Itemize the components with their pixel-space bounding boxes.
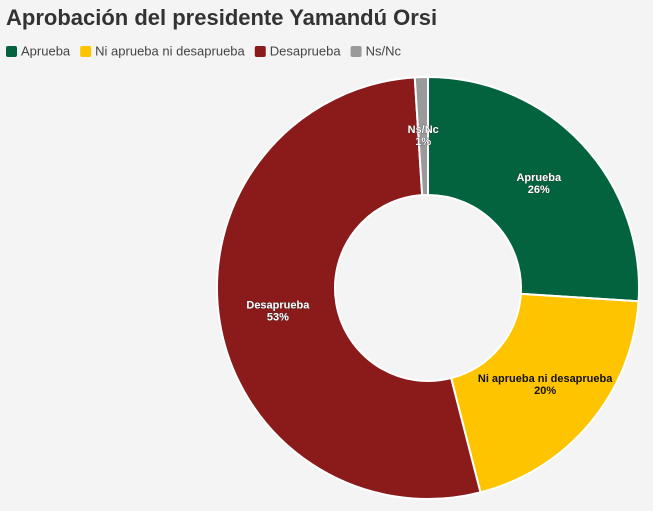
legend-label: Ni aprueba ni desaprueba xyxy=(95,43,245,58)
donut-slice xyxy=(413,75,429,197)
data-label-value: 26% xyxy=(528,184,550,196)
donut-slice xyxy=(427,75,640,303)
legend-swatch xyxy=(80,46,92,57)
legend-label: Ns/Nc xyxy=(366,43,402,58)
legend-swatch xyxy=(254,46,266,57)
legend-label: Aprueba xyxy=(21,43,71,58)
donut-slice xyxy=(449,292,640,494)
data-label-value: 1% xyxy=(415,136,431,148)
data-label-name: Desaprueba xyxy=(246,300,310,312)
data-label-name: Ns/Nc xyxy=(408,124,439,136)
legend-label: Desaprueba xyxy=(270,43,342,58)
chart-title: Aprobación del presidente Yamandú Orsi xyxy=(6,5,437,30)
legend-swatch xyxy=(350,46,362,57)
data-label-name: Ni aprueba ni desaprueba xyxy=(478,373,613,385)
data-label-value: 20% xyxy=(534,385,556,397)
donut-slice xyxy=(216,76,482,500)
data-label-value: 53% xyxy=(267,312,289,324)
legend-swatch xyxy=(6,46,17,57)
data-label-name: Aprueba xyxy=(516,172,562,184)
